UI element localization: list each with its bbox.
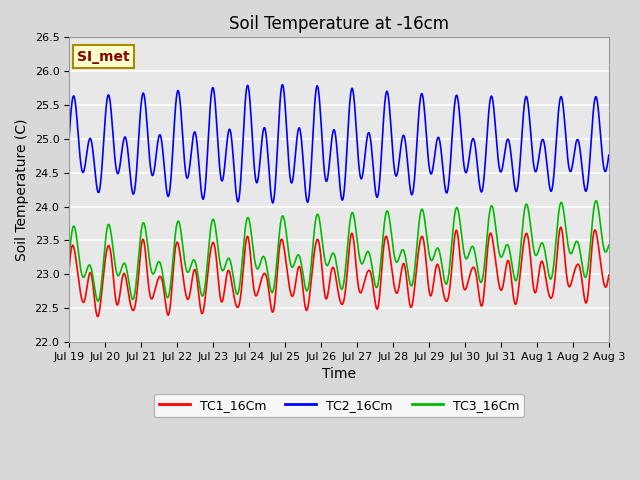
- Text: SI_met: SI_met: [77, 49, 130, 63]
- TC2_16Cm: [589, 107, 597, 113]
- TC1_16Cm: [490, 249, 498, 255]
- TC2_16Cm: [328, 134, 336, 140]
- TC1_16Cm: [93, 312, 100, 317]
- Y-axis label: Soil Temperature (C): Soil Temperature (C): [15, 119, 29, 261]
- TC3_16Cm: [592, 198, 600, 204]
- Line: TC1_16Cm: TC1_16Cm: [69, 227, 609, 316]
- TC2_16Cm: [605, 152, 612, 158]
- TC2_16Cm: [278, 82, 286, 87]
- TC2_16Cm: [590, 105, 598, 110]
- TC1_16Cm: [314, 237, 321, 242]
- TC1_16Cm: [605, 272, 612, 278]
- TC3_16Cm: [490, 214, 498, 219]
- Line: TC2_16Cm: TC2_16Cm: [69, 84, 609, 203]
- Title: Soil Temperature at -16cm: Soil Temperature at -16cm: [229, 15, 449, 33]
- TC2_16Cm: [93, 183, 100, 189]
- TC3_16Cm: [65, 254, 73, 260]
- Legend: TC1_16Cm, TC2_16Cm, TC3_16Cm: TC1_16Cm, TC2_16Cm, TC3_16Cm: [154, 394, 524, 417]
- TC1_16Cm: [94, 313, 102, 319]
- X-axis label: Time: Time: [322, 367, 356, 381]
- TC1_16Cm: [557, 224, 564, 230]
- TC3_16Cm: [328, 252, 335, 257]
- TC3_16Cm: [589, 211, 597, 217]
- TC2_16Cm: [491, 115, 499, 120]
- TC1_16Cm: [590, 230, 598, 236]
- TC1_16Cm: [589, 232, 597, 238]
- TC3_16Cm: [605, 242, 612, 248]
- TC2_16Cm: [65, 134, 73, 140]
- TC2_16Cm: [269, 200, 276, 206]
- TC3_16Cm: [94, 298, 102, 304]
- TC3_16Cm: [314, 211, 321, 217]
- TC1_16Cm: [65, 266, 73, 272]
- TC3_16Cm: [589, 209, 597, 215]
- TC3_16Cm: [93, 296, 100, 301]
- TC1_16Cm: [328, 266, 335, 272]
- TC2_16Cm: [314, 84, 322, 90]
- Line: TC3_16Cm: TC3_16Cm: [69, 201, 609, 301]
